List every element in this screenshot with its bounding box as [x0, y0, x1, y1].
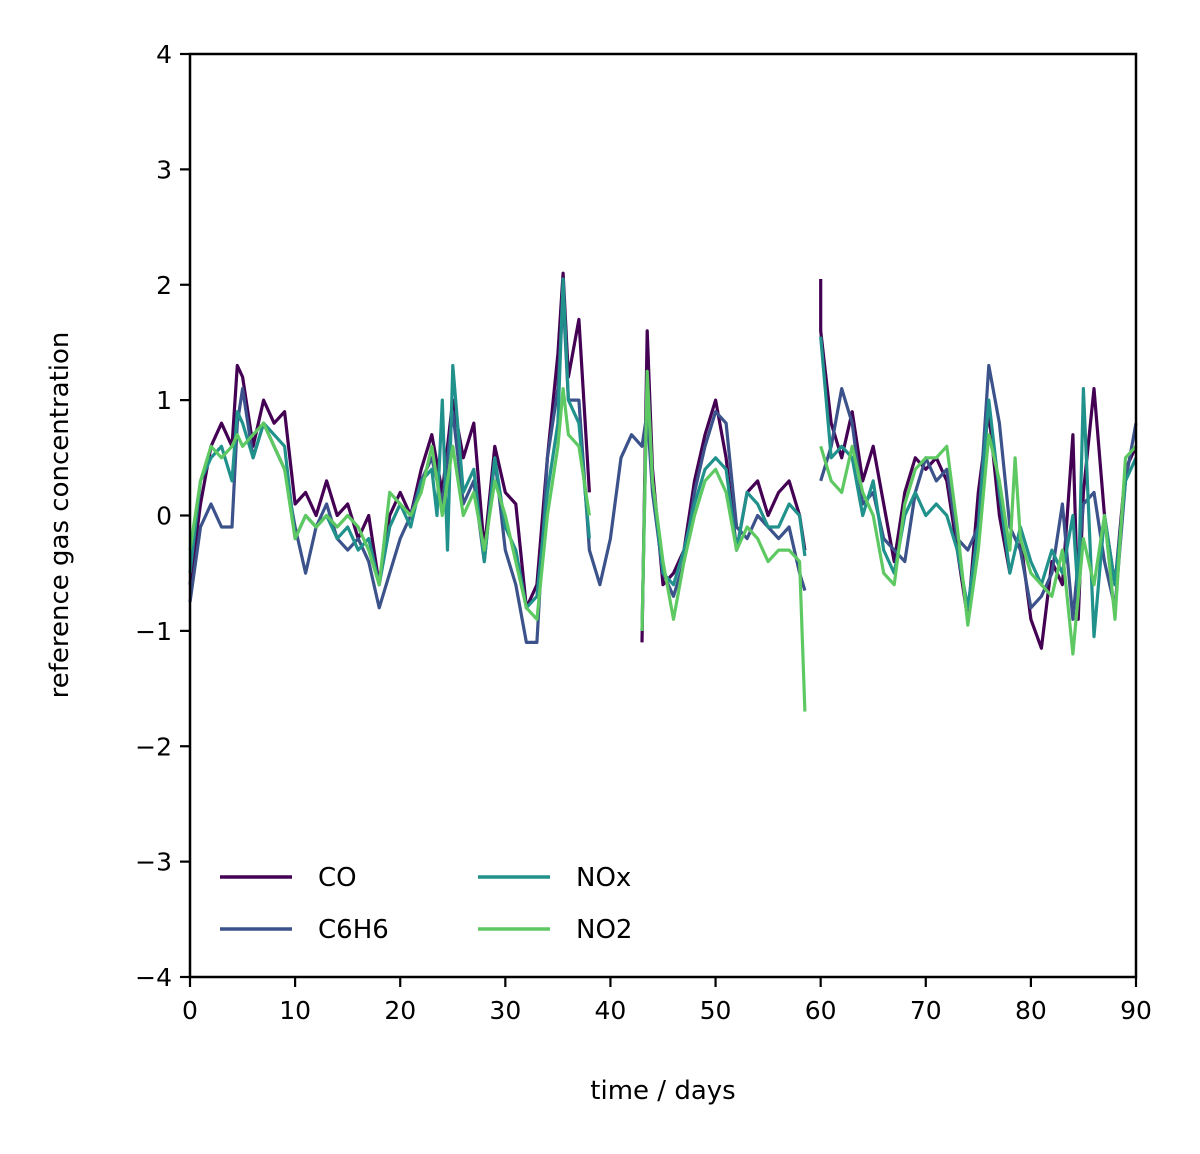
y-tick-label: 3	[156, 155, 172, 184]
legend-label-nox: NOx	[576, 863, 631, 893]
x-tick-label: 80	[1015, 996, 1047, 1025]
series-line-co	[188, 271, 1138, 650]
series-line-no2	[188, 369, 1138, 712]
x-tick-label: 40	[595, 996, 627, 1025]
x-tick-label: 50	[700, 996, 732, 1025]
plot-frame	[188, 52, 1138, 979]
axes-layer	[188, 52, 1138, 979]
y-tick-label: 2	[156, 271, 172, 300]
legend-label-co: CO	[318, 863, 357, 893]
x-tick-label: 10	[279, 996, 311, 1025]
y-tick-label: −3	[135, 848, 172, 877]
y-tick-label: −1	[135, 617, 172, 646]
x-tick-label: 20	[384, 996, 416, 1025]
legend-label-c6h6: C6H6	[318, 915, 389, 945]
legend-label-no2: NO2	[576, 915, 632, 945]
y-tick-label: 4	[156, 40, 172, 69]
x-tick-label: 60	[805, 996, 837, 1025]
x-axis-label: time / days	[590, 1076, 735, 1106]
y-tick-label: −4	[135, 963, 172, 992]
y-axis-label: reference gas concentration	[45, 332, 75, 699]
y-tick-label: 0	[156, 502, 172, 531]
x-tick-label: 70	[910, 996, 942, 1025]
x-tick-label: 0	[182, 996, 198, 1025]
series-layer	[188, 271, 1138, 712]
legend: CO C6H6 NOx NO2	[220, 863, 632, 945]
x-tick-label: 90	[1120, 996, 1152, 1025]
y-tick-label: 1	[156, 386, 172, 415]
x-tick-label: 30	[489, 996, 521, 1025]
y-tick-label: −2	[135, 732, 172, 761]
